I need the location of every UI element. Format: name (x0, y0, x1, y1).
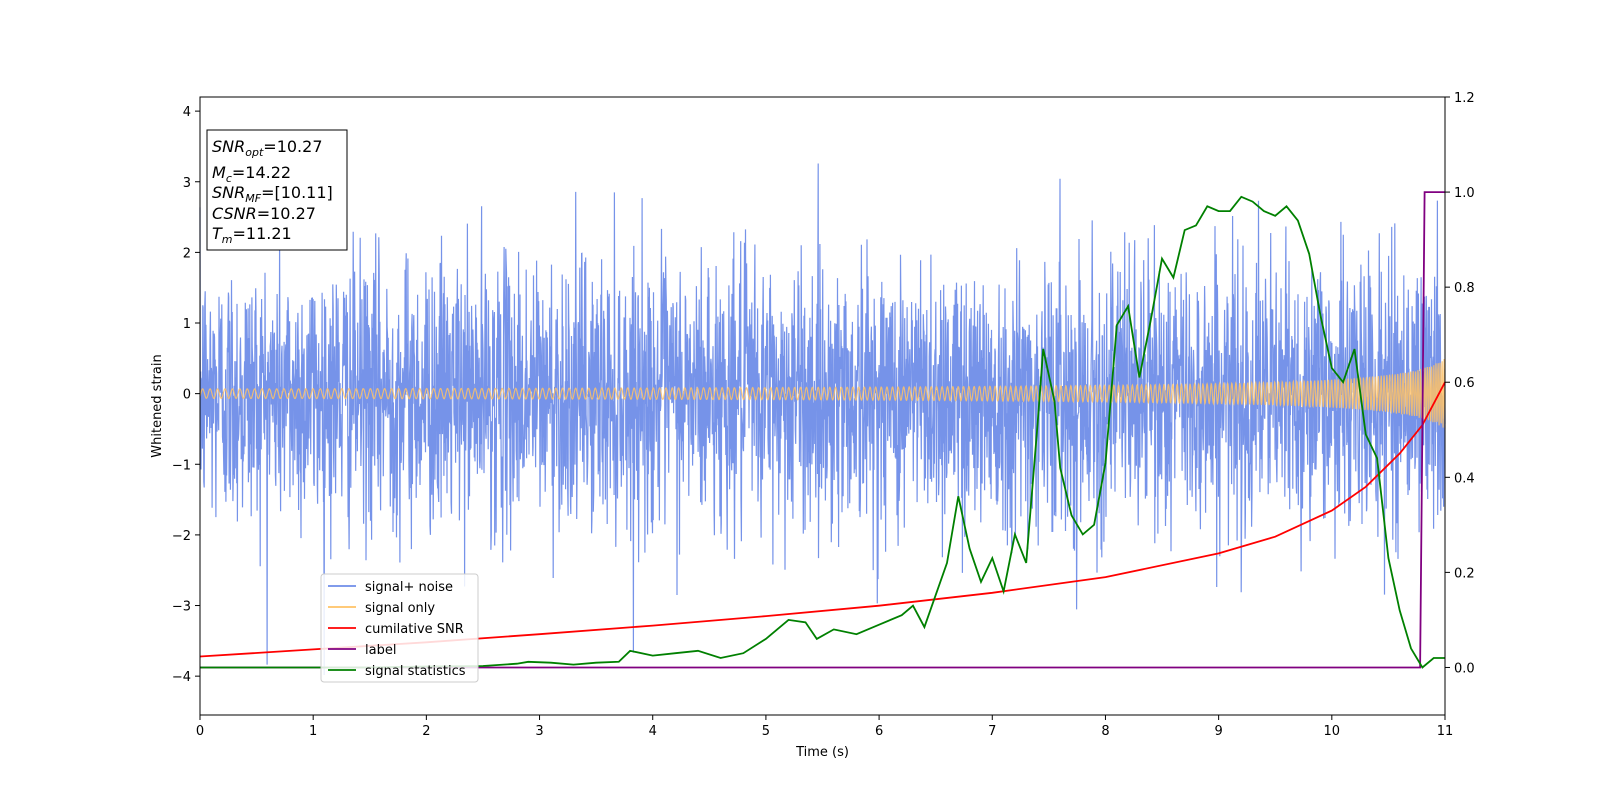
x-tick-label: 0 (196, 724, 204, 739)
legend-label: signal statistics (365, 664, 466, 679)
info-line: SNRMF=[10.11] (212, 183, 333, 205)
signal-only-line (199, 358, 1446, 429)
y-left-tick-label: 4 (183, 105, 191, 120)
x-tick-label: 9 (1214, 724, 1222, 739)
info-line: CSNR=10.27 (212, 204, 316, 223)
x-tick-label: 8 (1101, 724, 1109, 739)
y-axis-left: −4 −3 −2 −1 0 1 2 3 4 (172, 105, 200, 685)
x-tick-label: 6 (875, 724, 883, 739)
legend-label: signal+ noise (365, 580, 453, 595)
info-line: SNRopt=10.27 (212, 137, 323, 159)
cumilative-snr-line (199, 381, 1446, 658)
y-left-tick-label: 1 (183, 317, 191, 332)
y-left-tick-label: −2 (172, 529, 191, 544)
y-right-tick-label: 0.0 (1454, 661, 1475, 676)
y-axis-right: 0.0 0.2 0.4 0.6 0.8 1.0 1.2 (1445, 91, 1475, 676)
x-axis: 0 1 2 3 4 5 6 7 8 9 10 11 (196, 715, 1453, 739)
y-axis-label: Whitened strain (150, 354, 165, 457)
y-left-tick-label: 2 (183, 246, 191, 261)
signal-statistics-line (200, 195, 1445, 669)
y-left-tick-label: 3 (183, 176, 191, 191)
y-left-tick-label: −1 (172, 458, 191, 473)
y-right-tick-label: 0.2 (1454, 566, 1475, 581)
legend-label: label (365, 643, 396, 658)
right-axis-series (199, 191, 1446, 669)
y-right-tick-label: 1.2 (1454, 91, 1475, 106)
x-tick-label: 7 (988, 724, 996, 739)
legend-label: cumilative SNR (365, 622, 464, 637)
y-right-tick-label: 0.6 (1454, 376, 1475, 391)
noise-line (199, 163, 1446, 676)
x-tick-label: 5 (762, 724, 770, 739)
legend: signal+ noise signal only cumilative SNR la… (320, 573, 479, 683)
signal-only-series (199, 358, 1446, 429)
x-tick-label: 11 (1437, 724, 1454, 739)
y-left-tick-label: 0 (183, 388, 191, 403)
x-tick-label: 1 (309, 724, 317, 739)
legend-frame (320, 573, 479, 683)
noise-series (199, 163, 1446, 676)
x-tick-label: 4 (649, 724, 657, 739)
plot-frame (199, 96, 1446, 716)
info-box-frame (206, 129, 348, 251)
y-right-tick-label: 0.4 (1454, 471, 1475, 486)
y-right-tick-label: 0.8 (1454, 281, 1475, 296)
y-left-tick-label: −3 (172, 600, 191, 615)
info-box: SNRopt=10.27 Mc=14.22SNRMF=[10.11]CSNR=10… (206, 129, 348, 251)
info-line: Tm=11.21 (212, 224, 292, 246)
y-left-tick-label: −4 (172, 670, 191, 685)
x-tick-label: 3 (535, 724, 543, 739)
legend-label: signal only (365, 601, 435, 616)
info-line: Mc=14.22 (212, 163, 291, 185)
x-axis-label: Time (s) (795, 745, 849, 760)
label-line (200, 191, 1445, 669)
x-tick-label: 2 (422, 724, 430, 739)
y-right-tick-label: 1.0 (1454, 186, 1475, 201)
x-tick-label: 10 (1324, 724, 1341, 739)
